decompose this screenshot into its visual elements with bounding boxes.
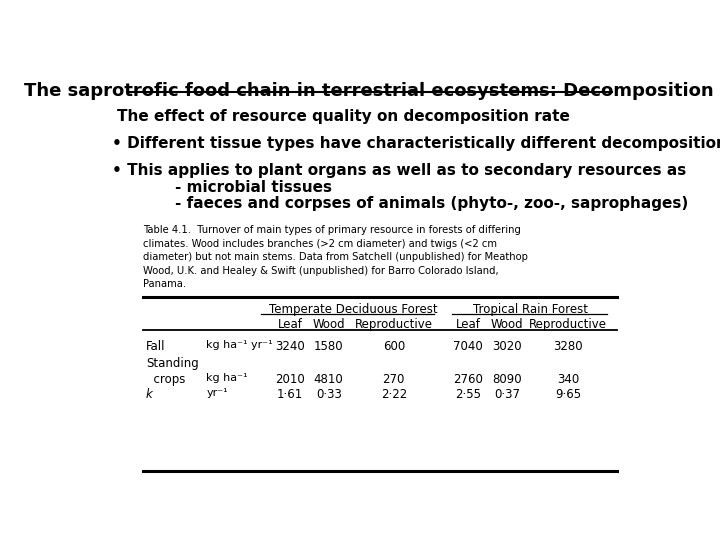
- Text: Reproductive: Reproductive: [529, 318, 607, 331]
- Text: • This applies to plant organs as well as to secondary resources as: • This applies to plant organs as well a…: [112, 163, 686, 178]
- Text: kg ha⁻¹: kg ha⁻¹: [206, 373, 248, 383]
- Text: • Different tissue types have characteristically different decomposition rates: • Different tissue types have characteri…: [112, 137, 720, 151]
- Text: 3020: 3020: [492, 340, 522, 354]
- Text: Leaf: Leaf: [456, 318, 481, 331]
- Text: 340: 340: [557, 373, 580, 386]
- Text: Reproductive: Reproductive: [355, 318, 433, 331]
- Text: Temperate Deciduous Forest: Temperate Deciduous Forest: [269, 303, 438, 316]
- Text: 2010: 2010: [275, 373, 305, 386]
- Text: crops: crops: [145, 373, 185, 386]
- Text: Leaf: Leaf: [277, 318, 302, 331]
- Text: Standing: Standing: [145, 357, 199, 370]
- Text: Wood: Wood: [312, 318, 345, 331]
- Text: yr⁻¹: yr⁻¹: [206, 388, 228, 398]
- Text: 2·22: 2·22: [381, 388, 407, 401]
- Text: - microbial tissues: - microbial tissues: [112, 180, 332, 195]
- Text: k: k: [145, 388, 153, 401]
- Text: 3240: 3240: [275, 340, 305, 354]
- Text: kg ha⁻¹ yr⁻¹: kg ha⁻¹ yr⁻¹: [206, 340, 273, 350]
- Text: 270: 270: [382, 373, 405, 386]
- Text: 4810: 4810: [314, 373, 343, 386]
- Text: 2760: 2760: [454, 373, 483, 386]
- Text: Tropical Rain Forest: Tropical Rain Forest: [473, 303, 588, 316]
- Text: 8090: 8090: [492, 373, 522, 386]
- Text: Wood: Wood: [490, 318, 523, 331]
- Text: 2·55: 2·55: [455, 388, 481, 401]
- Text: 3280: 3280: [554, 340, 583, 354]
- Text: The saprotrofic food chain in terrestrial ecosystems: Decomposition: The saprotrofic food chain in terrestria…: [24, 82, 714, 100]
- Text: 9·65: 9·65: [555, 388, 581, 401]
- Text: 0·33: 0·33: [316, 388, 341, 401]
- Text: 0·37: 0·37: [494, 388, 520, 401]
- Text: Table 4.1.  Turnover of main types of primary resource in forests of differing
c: Table 4.1. Turnover of main types of pri…: [143, 225, 528, 289]
- Text: 600: 600: [382, 340, 405, 354]
- Text: 1·61: 1·61: [276, 388, 303, 401]
- Text: The effect of resource quality on decomposition rate: The effect of resource quality on decomp…: [117, 110, 570, 124]
- Text: - faeces and corpses of animals (phyto-, zoo-, saprophages): - faeces and corpses of animals (phyto-,…: [112, 195, 688, 211]
- Text: 7040: 7040: [454, 340, 483, 354]
- Text: Fall: Fall: [145, 340, 166, 354]
- Text: 1580: 1580: [314, 340, 343, 354]
